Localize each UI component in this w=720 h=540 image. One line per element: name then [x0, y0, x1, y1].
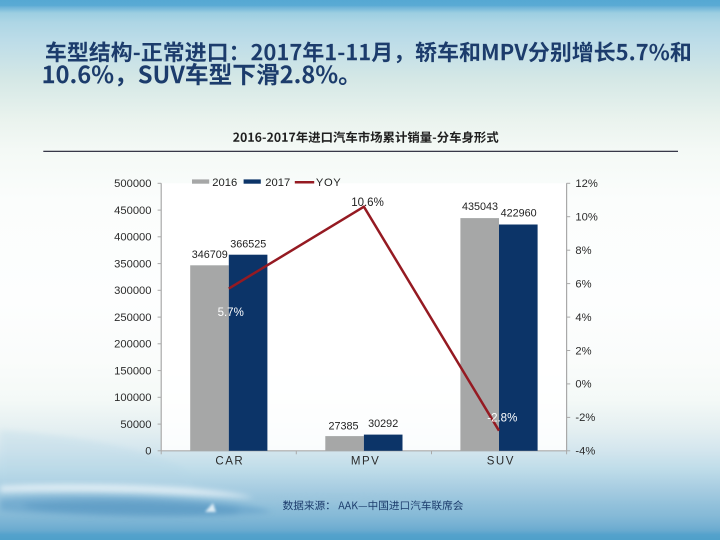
svg-text:MPV: MPV [351, 456, 380, 468]
svg-text:10.6%: 10.6% [351, 197, 384, 209]
svg-text:SUV: SUV [487, 456, 515, 468]
svg-text:10%: 10% [575, 212, 597, 224]
svg-text:12%: 12% [575, 178, 597, 190]
svg-text:8%: 8% [575, 245, 591, 257]
svg-text:4%: 4% [575, 312, 591, 324]
svg-text:100000: 100000 [114, 392, 151, 404]
svg-text:250000: 250000 [114, 312, 151, 324]
svg-text:5.7%: 5.7% [218, 307, 244, 319]
svg-text:6%: 6% [575, 278, 591, 290]
svg-text:300000: 300000 [114, 285, 151, 297]
svg-text:350000: 350000 [114, 258, 151, 270]
svg-text:346709: 346709 [192, 249, 228, 261]
svg-text:YOY: YOY [316, 177, 341, 189]
svg-text:0%: 0% [575, 379, 591, 391]
svg-text:400000: 400000 [114, 232, 151, 244]
svg-text:CAR: CAR [215, 456, 244, 468]
svg-text:422960: 422960 [501, 207, 537, 219]
svg-text:50000: 50000 [120, 419, 151, 431]
svg-text:30292: 30292 [368, 418, 398, 430]
svg-text:500000: 500000 [114, 178, 151, 190]
svg-text:200000: 200000 [114, 339, 151, 351]
svg-text:2%: 2% [575, 345, 591, 357]
svg-text:-4%: -4% [575, 446, 595, 458]
svg-text:-2.8%: -2.8% [487, 412, 517, 424]
svg-text:150000: 150000 [114, 365, 151, 377]
svg-text:27385: 27385 [328, 420, 358, 432]
svg-text:366525: 366525 [230, 238, 266, 250]
svg-text:0: 0 [145, 446, 151, 458]
svg-text:2016: 2016 [212, 177, 237, 189]
svg-text:-2%: -2% [575, 412, 595, 424]
svg-text:435043: 435043 [462, 201, 498, 213]
svg-text:2017: 2017 [265, 177, 290, 189]
svg-text:450000: 450000 [114, 205, 151, 217]
